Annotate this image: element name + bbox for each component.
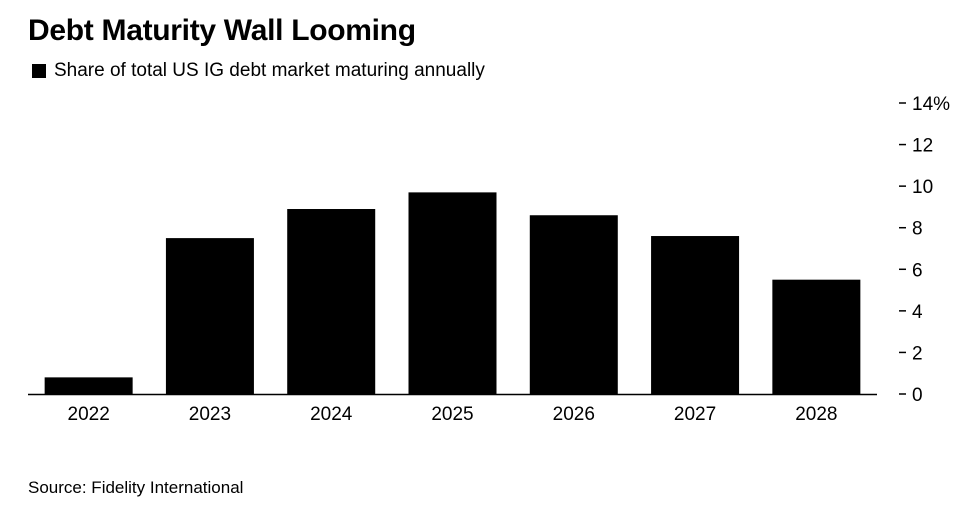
y-tick-label: 10 bbox=[912, 177, 933, 198]
bar-2027 bbox=[651, 236, 740, 394]
y-tick-label: 14% bbox=[912, 94, 950, 115]
legend: Share of total US IG debt market maturin… bbox=[32, 60, 485, 82]
y-tick-label: 2 bbox=[912, 343, 923, 364]
y-tick-label: 4 bbox=[912, 302, 923, 323]
bar-2022 bbox=[44, 377, 133, 394]
x-tick-label: 2023 bbox=[189, 404, 231, 425]
legend-label: Share of total US IG debt market maturin… bbox=[54, 60, 485, 81]
bar-2028 bbox=[772, 279, 861, 394]
x-tick-label: 2027 bbox=[674, 404, 716, 425]
bar-2023 bbox=[165, 238, 254, 394]
bar-2026 bbox=[529, 215, 618, 394]
y-tick-label: 6 bbox=[912, 260, 923, 281]
y-tick-label: 12 bbox=[912, 136, 933, 157]
x-tick-label: 2022 bbox=[68, 404, 110, 425]
x-tick-label: 2024 bbox=[310, 404, 353, 425]
y-tick-label: 8 bbox=[912, 219, 923, 240]
x-tick-label: 2025 bbox=[431, 404, 473, 425]
chart-title: Debt Maturity Wall Looming bbox=[28, 14, 416, 47]
source-note: Source: Fidelity International bbox=[28, 478, 244, 497]
legend-swatch bbox=[32, 64, 46, 78]
x-tick-label: 2026 bbox=[553, 404, 595, 425]
x-tick-label: 2028 bbox=[795, 404, 837, 425]
bar-2025 bbox=[408, 192, 497, 394]
y-tick-label: 0 bbox=[912, 385, 923, 406]
bar-2024 bbox=[287, 209, 376, 394]
